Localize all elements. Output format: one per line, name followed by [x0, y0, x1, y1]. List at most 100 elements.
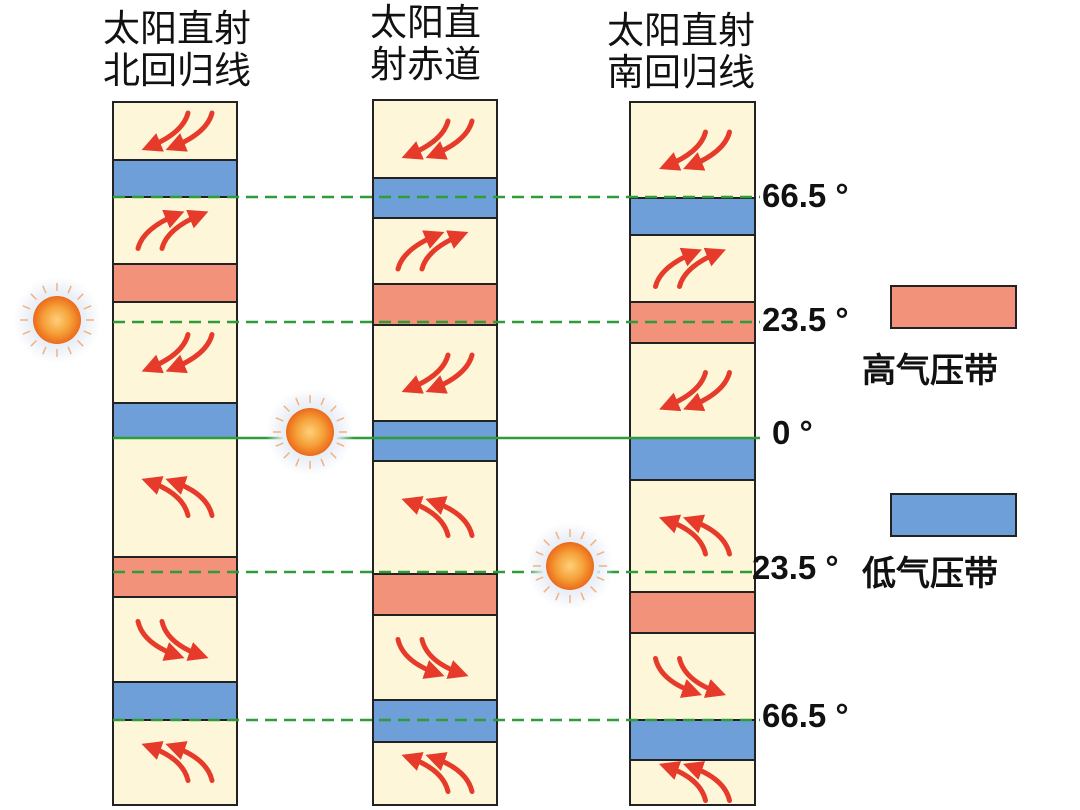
sun-disc: [286, 408, 334, 456]
legend-low-pressure-label: 低气压带: [862, 554, 998, 594]
column-title-line: 太阳直射: [607, 9, 755, 52]
low-pressure-band: [629, 197, 756, 236]
sun-ray: [555, 531, 560, 540]
sun-ray: [543, 539, 551, 547]
latitude-label-23-north: 23.5 °: [762, 301, 849, 338]
wind-arrow-icon: [135, 209, 185, 251]
sun-ray: [596, 576, 605, 581]
sun-ray: [76, 293, 84, 301]
wind-arrow-icon: [401, 752, 451, 794]
wind-arrow-icon: [682, 514, 732, 557]
low-pressure-band: [629, 719, 756, 761]
wind-arrow-icon: [425, 352, 475, 394]
wind-arrow-icon: [165, 476, 215, 518]
column-title-south: 太阳直射 南回归线: [607, 10, 755, 94]
sun-ray: [589, 585, 597, 593]
sun-ray: [83, 305, 92, 310]
low-pressure-band: [112, 681, 238, 721]
column-title-line: 太阳直射: [103, 7, 251, 50]
wind-arrow-icon: [401, 352, 451, 394]
column-title-line: 太阳直: [370, 1, 481, 44]
sun-ray: [67, 285, 72, 294]
sun-ray: [596, 551, 605, 556]
sun-ray: [22, 330, 31, 335]
sun-ray: [329, 405, 337, 413]
low-pressure-band: [629, 437, 756, 481]
pressure-column-2: [629, 101, 756, 806]
sun-ray: [22, 305, 31, 310]
sun-disc: [546, 542, 594, 590]
sun-ray: [320, 458, 325, 467]
sun-icon: [266, 388, 354, 476]
wind-arrow-icon: [425, 496, 475, 538]
sun-ray: [336, 417, 345, 422]
high-pressure-band: [112, 263, 238, 303]
sun-ray: [535, 576, 544, 581]
wind-arrow-icon: [141, 476, 191, 518]
sun-ray: [329, 451, 337, 459]
wind-arrow-icon: [677, 656, 727, 698]
wind-arrow-icon: [653, 656, 703, 698]
high-pressure-band: [112, 556, 238, 598]
wind-arrow-icon: [165, 741, 215, 783]
wind-arrow-icon: [682, 761, 732, 803]
sun-ray: [275, 417, 284, 422]
sun-ray: [67, 346, 72, 355]
sun-ray: [555, 592, 560, 601]
wind-arrow-icon: [425, 118, 475, 160]
sun-icon: [526, 522, 614, 610]
wind-arrow-icon: [401, 118, 451, 160]
latitude-label-66-north: 66.5 °: [762, 177, 849, 214]
wind-arrow-icon: [135, 619, 185, 661]
wind-arrow-icon: [395, 230, 445, 272]
wind-arrow-icon: [653, 247, 702, 289]
high-pressure-band: [372, 283, 498, 326]
pressure-column-1: [372, 99, 498, 806]
sun-icon: [13, 276, 101, 364]
sun-ray: [42, 285, 47, 294]
legend-high-pressure-swatch: [890, 285, 1017, 329]
wind-arrow-icon: [165, 332, 215, 374]
latitude-label-23-south: 23.5 °: [752, 549, 839, 586]
sun-ray: [580, 531, 585, 540]
sun-disc: [33, 296, 81, 344]
latitude-label-equator: 0 °: [772, 414, 813, 451]
legend-high-pressure-label: 高气压带: [862, 351, 998, 391]
column-title-line: 射赤道: [370, 43, 481, 86]
sun-ray: [283, 405, 291, 413]
wind-arrow-icon: [165, 110, 215, 152]
wind-arrow-icon: [659, 129, 708, 171]
sun-ray: [76, 339, 84, 347]
sun-ray: [283, 451, 291, 459]
wind-arrow-icon: [658, 761, 708, 803]
low-pressure-band: [112, 402, 238, 439]
column-title-north: 太阳直射 北回归线: [103, 8, 251, 92]
pressure-column-0: [112, 101, 238, 806]
sun-ray: [30, 339, 38, 347]
wind-arrow-icon: [419, 230, 469, 272]
wind-arrow-icon: [141, 110, 191, 152]
wind-arrow-icon: [401, 496, 451, 538]
sun-ray: [589, 539, 597, 547]
wind-arrow-icon: [658, 514, 708, 557]
legend-low-pressure-swatch: [890, 493, 1017, 537]
wind-arrow-icon: [141, 332, 191, 374]
high-pressure-band: [629, 591, 756, 634]
sun-ray: [83, 330, 92, 335]
sun-ray: [543, 585, 551, 593]
wind-arrow-icon: [395, 637, 445, 679]
sun-ray: [295, 458, 300, 467]
latitude-label-66-south: 66.5 °: [762, 697, 849, 734]
low-pressure-band: [112, 159, 238, 198]
wind-arrow-icon: [677, 247, 726, 289]
sun-ray: [295, 397, 300, 406]
wind-arrow-icon: [141, 741, 191, 783]
high-pressure-band: [372, 573, 498, 616]
sun-ray: [580, 592, 585, 601]
wind-arrow-icon: [425, 752, 475, 794]
sun-ray: [30, 293, 38, 301]
wind-arrow-icon: [419, 637, 469, 679]
column-title-line: 北回归线: [103, 49, 251, 92]
wind-arrow-icon: [159, 209, 209, 251]
